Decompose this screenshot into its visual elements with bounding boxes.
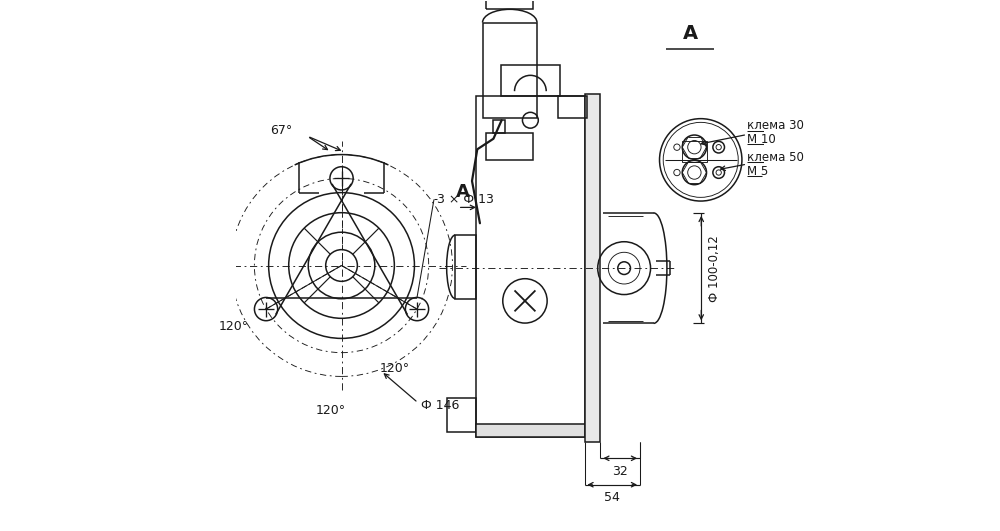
Text: клема 30: клема 30 <box>747 119 804 132</box>
Bar <box>493 120 505 133</box>
Bar <box>558 97 587 117</box>
Bar <box>476 424 585 437</box>
Bar <box>585 94 600 442</box>
Text: 67°: 67° <box>270 124 292 138</box>
Text: 120°: 120° <box>218 320 248 333</box>
Text: 120°: 120° <box>379 362 409 375</box>
Text: клема 50: клема 50 <box>747 151 804 164</box>
Text: A: A <box>456 183 470 201</box>
Bar <box>447 398 476 432</box>
Text: М 10: М 10 <box>747 133 776 146</box>
Bar <box>455 235 476 298</box>
Bar <box>476 97 585 437</box>
Text: 32: 32 <box>612 465 628 478</box>
Text: Ф 146: Ф 146 <box>421 399 459 412</box>
Bar <box>501 65 560 97</box>
Text: 3 × Ф 13: 3 × Ф 13 <box>437 193 493 206</box>
Bar <box>483 22 537 117</box>
Text: Ф 100-0,12: Ф 100-0,12 <box>708 235 721 302</box>
Text: 120°: 120° <box>316 404 346 417</box>
Text: А: А <box>683 23 698 42</box>
Text: 54: 54 <box>604 491 620 504</box>
Text: М 5: М 5 <box>747 165 768 178</box>
Bar <box>682 141 707 162</box>
Bar <box>486 133 533 160</box>
Bar <box>486 0 533 10</box>
